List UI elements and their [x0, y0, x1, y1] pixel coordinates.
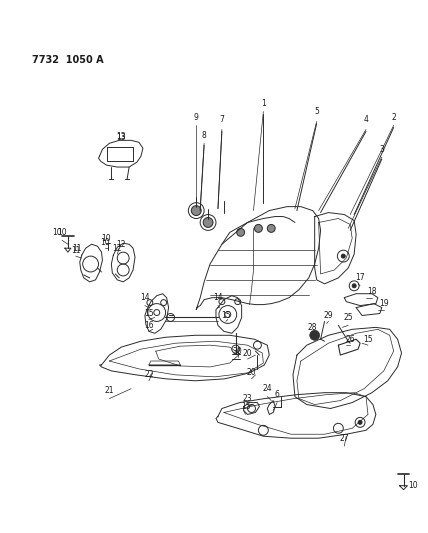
Text: 18: 18 [367, 287, 377, 296]
Text: 9: 9 [194, 113, 199, 122]
Text: 10: 10 [101, 234, 111, 243]
Circle shape [255, 224, 262, 232]
Text: 1: 1 [261, 99, 266, 108]
Circle shape [341, 254, 345, 258]
Text: 10: 10 [101, 238, 110, 247]
Text: 15: 15 [144, 309, 154, 318]
Text: 15: 15 [363, 335, 373, 344]
Text: 26: 26 [345, 335, 355, 344]
Circle shape [352, 284, 356, 288]
Text: 14: 14 [140, 293, 150, 302]
Text: 5: 5 [314, 107, 319, 116]
Text: 4: 4 [363, 115, 369, 124]
Circle shape [203, 217, 213, 228]
Text: 19: 19 [379, 299, 389, 308]
Text: 10: 10 [52, 228, 62, 237]
Text: 29: 29 [324, 311, 333, 320]
Text: 15: 15 [241, 402, 250, 411]
Circle shape [191, 206, 201, 215]
Text: 10: 10 [409, 481, 418, 490]
Circle shape [268, 224, 275, 232]
Text: 15: 15 [221, 311, 231, 320]
Circle shape [310, 330, 320, 340]
Text: 11: 11 [71, 246, 80, 255]
Text: 24: 24 [262, 384, 272, 393]
Text: 13: 13 [116, 132, 126, 141]
Text: 3: 3 [379, 145, 384, 154]
Text: 7732  1050 A: 7732 1050 A [33, 55, 104, 65]
Text: 11: 11 [72, 244, 82, 253]
Text: 20: 20 [243, 349, 253, 358]
Circle shape [237, 229, 244, 236]
Text: 12: 12 [113, 244, 122, 253]
Text: 2: 2 [391, 113, 396, 122]
Text: 27: 27 [339, 434, 349, 443]
Text: 16: 16 [144, 321, 154, 330]
Text: 7: 7 [220, 115, 224, 124]
Text: 10: 10 [57, 228, 67, 237]
Text: 28: 28 [308, 323, 318, 332]
Circle shape [358, 421, 362, 424]
Text: 23: 23 [243, 394, 253, 403]
Text: 12: 12 [116, 240, 126, 249]
Text: 21: 21 [104, 386, 114, 395]
Text: 14: 14 [213, 293, 223, 302]
Text: 22: 22 [144, 370, 154, 379]
Text: 13: 13 [116, 133, 126, 142]
Text: 8: 8 [202, 131, 206, 140]
Text: 30: 30 [233, 346, 243, 356]
Text: 17: 17 [355, 273, 365, 282]
Text: 25: 25 [343, 313, 353, 322]
Text: 6: 6 [275, 390, 279, 399]
Text: 20: 20 [247, 368, 256, 377]
